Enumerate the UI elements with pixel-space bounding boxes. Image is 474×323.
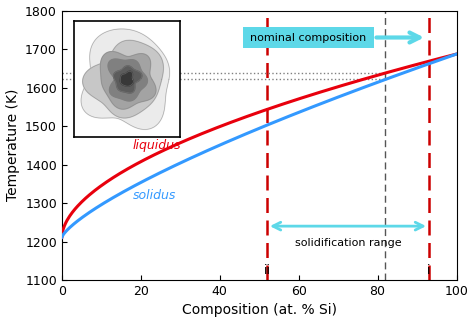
- Text: nominal composition: nominal composition: [250, 33, 366, 43]
- Text: solidus: solidus: [133, 189, 176, 202]
- Text: solidification range: solidification range: [295, 238, 401, 248]
- X-axis label: Composition (at. % Si): Composition (at. % Si): [182, 303, 337, 318]
- FancyBboxPatch shape: [243, 27, 374, 48]
- Text: liquidus: liquidus: [133, 139, 182, 152]
- Y-axis label: Temperature (K): Temperature (K): [6, 89, 19, 202]
- Text: i: i: [427, 264, 431, 277]
- Text: ii: ii: [264, 264, 271, 277]
